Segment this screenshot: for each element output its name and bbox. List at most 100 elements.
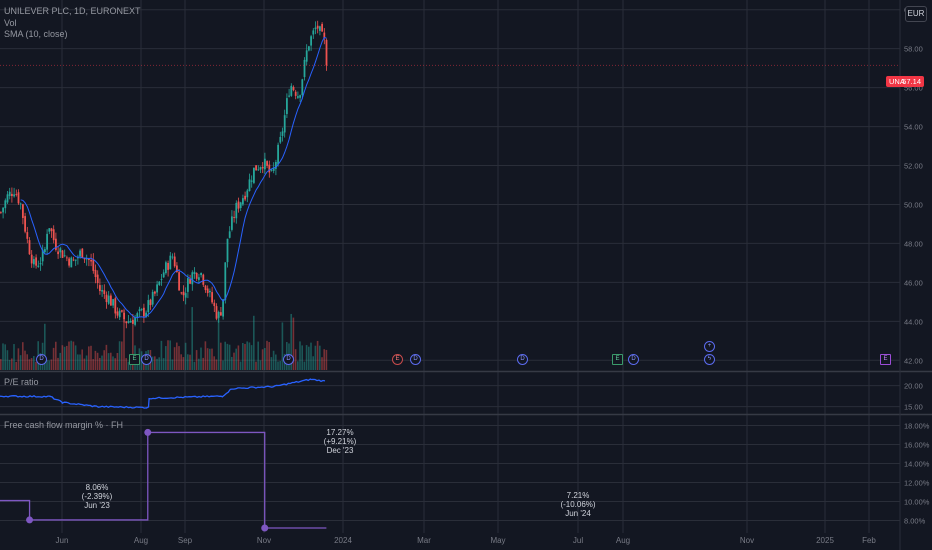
candle-body [52, 229, 55, 241]
candle-body [193, 271, 196, 275]
candle-body [182, 291, 185, 296]
candle-body [244, 195, 246, 200]
candle-body [268, 164, 271, 173]
candle-body [140, 308, 143, 310]
candle-body [211, 292, 213, 303]
fcf-margin-legend[interactable]: Free cash flow margin % · FH [4, 420, 124, 430]
volume-bar [48, 360, 50, 370]
volume-bar [303, 361, 306, 370]
candle-body [184, 293, 187, 298]
candle-body [33, 259, 35, 265]
candle-body [277, 144, 279, 165]
fcf-data-point[interactable] [144, 428, 152, 436]
future-earnings-icon[interactable]: E [880, 354, 891, 365]
pe-ratio-legend[interactable]: P/E ratio [4, 377, 39, 387]
candle-body [92, 259, 95, 271]
volume-bar [114, 358, 116, 370]
candle-body [162, 272, 165, 278]
volume-bar [264, 348, 266, 370]
price-axis-label: 44.00 [904, 317, 923, 326]
volume-bar [15, 361, 17, 370]
sma-legend[interactable]: SMA (10, close) [4, 29, 68, 39]
candle-body [24, 216, 26, 232]
volume-legend[interactable]: Vol [4, 18, 17, 28]
volume-bar [57, 357, 59, 370]
dividend-icon[interactable]: D [517, 354, 528, 365]
symbol-legend[interactable]: UNILEVER PLC, 1D, EURONEXT [4, 6, 141, 16]
candle-body [209, 290, 211, 293]
candle-body [13, 194, 15, 197]
candle-body [83, 258, 86, 260]
candle-body [39, 263, 42, 265]
price-axis: 60.0058.0056.0054.0052.0050.0048.0046.00… [0, 6, 930, 526]
volume-bar [173, 347, 176, 370]
fcf-data-point[interactable] [26, 516, 34, 524]
candle-body [138, 309, 141, 311]
fcf-data-point[interactable] [261, 524, 269, 532]
candle-body [301, 79, 304, 96]
candle-body [255, 165, 257, 171]
volume-bar [26, 354, 28, 370]
volume-bar [319, 345, 321, 370]
earnings-icon[interactable]: E [612, 354, 623, 365]
volume-bar [30, 358, 33, 370]
price-axis-label: 48.00 [904, 239, 923, 248]
currency-button[interactable]: EUR [905, 6, 927, 22]
volume-bar [250, 345, 253, 370]
volume-bar [33, 356, 35, 370]
volume-bar [242, 342, 244, 370]
volume-bar [191, 307, 193, 370]
volume-bar [211, 348, 213, 370]
candle-body [68, 258, 70, 266]
earnings-icon[interactable]: E [129, 354, 140, 365]
volume-bar [323, 349, 325, 370]
candle-body [224, 262, 227, 301]
candle-body [4, 200, 7, 209]
volume-bar [277, 361, 279, 370]
volume-bar [83, 358, 86, 370]
candle-body [149, 299, 152, 306]
volume-bar [325, 349, 328, 370]
dividend-icon[interactable]: D [141, 354, 152, 365]
dividend-icon[interactable]: D [628, 354, 639, 365]
volume-bar [217, 316, 220, 370]
candle-body [90, 259, 92, 262]
volume-bar [132, 320, 134, 370]
candle-body [110, 295, 112, 306]
volume-bar [272, 350, 275, 370]
volume-bar [176, 342, 178, 370]
candle-body [101, 290, 103, 292]
volume-bar [246, 341, 248, 370]
volume-bar [224, 341, 226, 370]
sma-line [20, 36, 327, 319]
volume-bar [92, 359, 94, 370]
candle-body [134, 317, 136, 325]
time-axis-label: Aug [134, 536, 148, 545]
volume-bar [169, 340, 171, 370]
candle-body [61, 250, 64, 258]
dividend-icon[interactable]: D [36, 354, 47, 365]
candle-body [310, 36, 312, 46]
candle-body [250, 180, 253, 182]
add-event-icon[interactable]: + [704, 341, 715, 352]
candle-body [189, 279, 191, 284]
price-axis-label: 14.00% [904, 460, 930, 469]
price-axis-label: 18.00% [904, 422, 930, 431]
candle-body [323, 32, 326, 38]
candle-body [312, 30, 315, 35]
candle-body [222, 299, 224, 317]
earnings-icon[interactable]: E [392, 354, 403, 365]
volume-bar [259, 360, 262, 370]
dividend-icon[interactable]: D [283, 354, 294, 365]
volume-bar [226, 343, 229, 370]
volume-bar [167, 340, 169, 370]
dividend-icon[interactable]: D [410, 354, 421, 365]
volume-bar [182, 357, 185, 370]
flash-icon[interactable]: ϟ [704, 354, 715, 365]
candle-body [281, 131, 284, 136]
candle-body [125, 321, 128, 324]
volume-bar [292, 317, 295, 370]
volume-bar [195, 350, 198, 370]
candle-body [41, 249, 44, 262]
